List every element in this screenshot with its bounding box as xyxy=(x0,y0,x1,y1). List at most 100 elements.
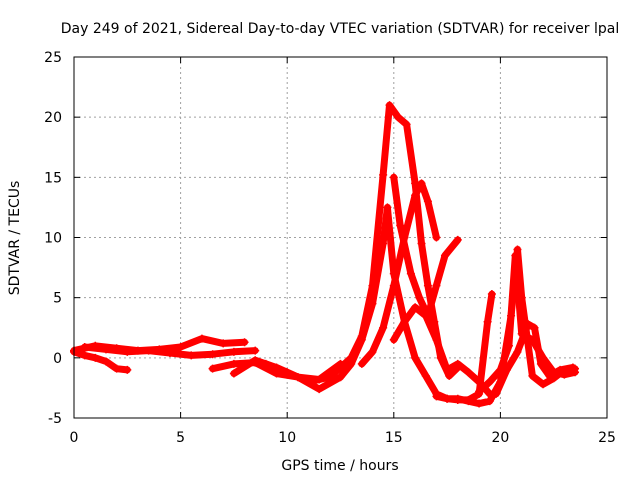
data-point xyxy=(528,371,537,380)
y-tick-label: 15 xyxy=(44,170,62,186)
data-point xyxy=(80,351,89,360)
data-point xyxy=(475,387,484,396)
ticks: 0 5 10 15 20 25 -5 0 5 10 15 20 25 xyxy=(44,50,616,446)
data-point xyxy=(187,351,196,360)
data-point xyxy=(400,317,409,326)
data-point xyxy=(432,392,441,401)
data-point xyxy=(453,235,462,244)
data-point xyxy=(492,389,501,398)
data-point xyxy=(219,339,228,348)
data-point xyxy=(411,191,420,200)
data-point xyxy=(396,221,405,230)
series-line xyxy=(262,101,462,386)
data-point xyxy=(101,357,110,366)
data-point xyxy=(379,323,388,332)
data-point xyxy=(123,347,132,356)
data-point xyxy=(464,368,473,377)
data-point xyxy=(536,359,545,368)
data-point xyxy=(144,346,153,355)
data-point xyxy=(336,373,345,382)
data-point xyxy=(101,345,110,354)
data-point xyxy=(402,120,411,129)
x-tick-label: 15 xyxy=(385,430,403,446)
data-point xyxy=(411,353,420,362)
data-point xyxy=(417,239,426,248)
data-point xyxy=(176,343,185,352)
data-point xyxy=(485,377,494,386)
y-tick-label: 10 xyxy=(44,231,62,247)
data-point xyxy=(389,173,398,182)
data-point xyxy=(443,394,452,403)
y-tick-label: 5 xyxy=(53,291,62,307)
series-line xyxy=(70,348,131,374)
data-point xyxy=(394,113,403,122)
data-point xyxy=(423,197,432,206)
data-point xyxy=(208,350,217,359)
data-point xyxy=(261,359,270,368)
y-tick-label: -5 xyxy=(48,411,62,427)
data-point xyxy=(283,368,292,377)
data-point xyxy=(445,371,454,380)
data-point xyxy=(80,343,89,352)
y-axis-label: SDTVAR / TECUs xyxy=(7,181,23,296)
data-point xyxy=(379,239,388,248)
data-point xyxy=(432,233,441,242)
data-point xyxy=(251,346,260,355)
data-point xyxy=(502,365,511,374)
data-point xyxy=(383,203,392,212)
x-tick-label: 25 xyxy=(598,430,616,446)
data-point xyxy=(556,365,565,374)
data-point xyxy=(511,251,520,260)
series-arc-13 xyxy=(492,320,577,398)
x-tick-label: 0 xyxy=(70,430,79,446)
data-point xyxy=(440,251,449,260)
data-point xyxy=(357,359,366,368)
x-axis-label: GPS time / hours xyxy=(281,458,398,474)
data-point xyxy=(421,371,430,380)
x-tick-label: 20 xyxy=(491,430,509,446)
data-point xyxy=(453,395,462,404)
series-arc-3 xyxy=(80,343,260,360)
data-point xyxy=(229,359,238,368)
series-arc-9 xyxy=(389,173,462,320)
data-point xyxy=(530,323,539,332)
data-point xyxy=(423,281,432,290)
series-arc-6 xyxy=(261,101,462,386)
data-point xyxy=(443,365,452,374)
data-point xyxy=(421,311,430,320)
data-point xyxy=(229,369,238,378)
data-point xyxy=(91,353,100,362)
x-tick-label: 5 xyxy=(176,430,185,446)
data-point xyxy=(513,245,522,254)
data-point xyxy=(240,338,249,347)
x-tick-label: 10 xyxy=(278,430,296,446)
data-point xyxy=(415,293,424,302)
data-point xyxy=(513,347,522,356)
series-line xyxy=(390,303,494,398)
data-series xyxy=(70,101,580,408)
y-tick-label: 0 xyxy=(53,351,62,367)
data-point xyxy=(545,371,554,380)
data-point xyxy=(475,399,484,408)
data-point xyxy=(165,349,174,358)
data-point xyxy=(539,380,548,389)
data-point xyxy=(483,317,492,326)
y-tick-label: 25 xyxy=(44,50,62,66)
y-tick-label: 20 xyxy=(44,110,62,126)
data-point xyxy=(524,320,533,329)
data-point xyxy=(347,359,356,368)
data-point xyxy=(315,385,324,394)
series-arc-7 xyxy=(336,203,580,408)
data-point xyxy=(368,347,377,356)
data-point xyxy=(389,281,398,290)
data-point xyxy=(325,373,334,382)
data-point xyxy=(487,290,496,299)
data-point xyxy=(385,101,394,110)
data-point xyxy=(208,364,217,373)
data-point xyxy=(389,335,398,344)
data-point xyxy=(123,365,132,374)
series-arc-11 xyxy=(432,290,496,404)
data-point xyxy=(197,334,206,343)
data-point xyxy=(251,356,260,365)
